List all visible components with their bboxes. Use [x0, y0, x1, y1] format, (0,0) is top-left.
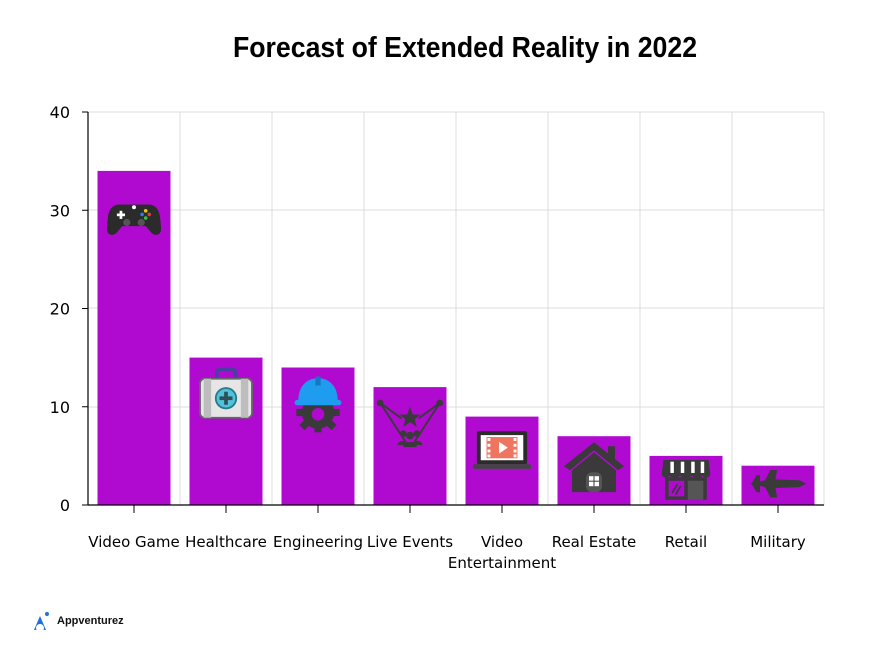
chart-title: Forecast of Extended Reality in 2022: [232, 32, 698, 64]
brand-logo: Appventurez: [30, 610, 124, 632]
x-tick-label: Live Events: [367, 533, 453, 551]
y-tick-label: 30: [50, 201, 70, 220]
storefront-icon: [660, 459, 712, 501]
y-tick-label: 40: [50, 103, 70, 122]
brand-name: Appventurez: [57, 615, 124, 627]
appventurez-logo-icon: [34, 612, 49, 632]
x-tick-label: Retail: [665, 533, 707, 551]
x-tick-label: Engineering: [273, 533, 363, 551]
video-monitor-icon: [473, 431, 531, 469]
y-tick-label: 0: [60, 496, 70, 515]
y-tick-label: 20: [50, 300, 70, 319]
x-tick-label: Healthcare: [185, 533, 267, 551]
y-tick-label: 10: [50, 398, 70, 417]
x-tick-label: Military: [750, 533, 806, 551]
x-tick-label: Video Game: [88, 533, 179, 551]
grid: [88, 111, 825, 505]
x-tick-label: Real Estate: [552, 533, 637, 551]
x-tick-label: Video Entertainment: [448, 533, 556, 572]
